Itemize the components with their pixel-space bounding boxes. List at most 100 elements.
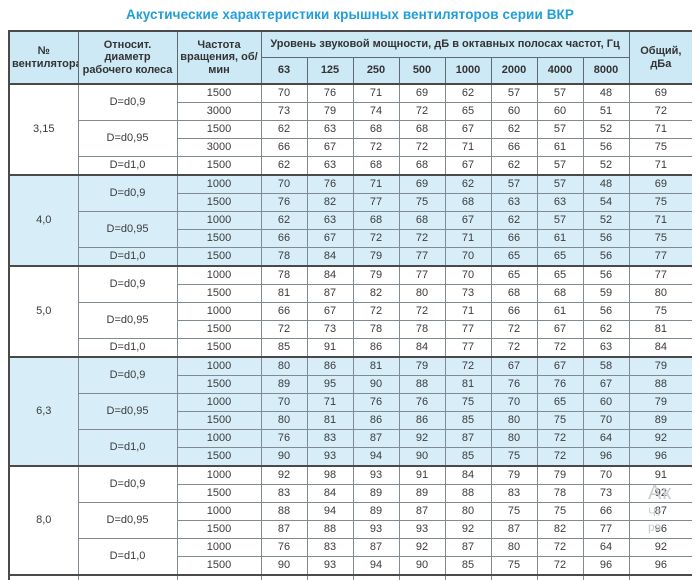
level-cell-4000: 57 (536, 156, 584, 176)
level-cell-1000: 70 (444, 247, 492, 267)
header-frequency-1000: 1000 (444, 57, 492, 85)
level-cell-500: 78 (398, 320, 446, 339)
level-cell-125: 67 (306, 302, 354, 321)
table-row: 1500 81 87 82 80 73 68 68 59 80 (9, 284, 692, 303)
level-cell-4000: 65 (536, 265, 584, 285)
total-cell: 69 (628, 83, 692, 103)
fan-number-cell: 5,0 (8, 265, 79, 358)
level-cell-500: 87 (398, 502, 446, 521)
level-cell-8000: 56 (582, 302, 630, 321)
level-cell-4000: 67 (536, 356, 584, 376)
header-frequency-63: 63 (260, 57, 308, 85)
level-cell-500: 92 (398, 429, 446, 448)
level-cell-8000: 51 (582, 102, 630, 121)
cropped-cell (352, 574, 400, 580)
level-cell-63: 78 (260, 265, 308, 285)
rpm-cell: 1500 (176, 284, 262, 303)
level-cell-500: 72 (398, 138, 446, 157)
level-cell-1000: 65 (444, 102, 492, 121)
level-cell-63: 62 (260, 120, 308, 139)
level-cell-2000: 83 (490, 484, 538, 503)
level-cell-63: 76 (260, 538, 308, 557)
total-cell: 77 (628, 247, 692, 267)
level-cell-2000: 80 (490, 538, 538, 557)
level-cell-125: 88 (306, 520, 354, 539)
level-cell-4000: 76 (536, 375, 584, 394)
header-frequency-250: 250 (352, 57, 400, 85)
level-cell-125: 71 (306, 393, 354, 412)
level-cell-125: 73 (306, 320, 354, 339)
level-cell-8000: 62 (582, 320, 630, 339)
level-cell-2000: 63 (490, 193, 538, 212)
level-cell-4000: 67 (536, 320, 584, 339)
level-cell-63: 90 (260, 447, 308, 467)
level-cell-63: 92 (260, 465, 308, 485)
table-row: 4,0 D=d0,9 1000 70 76 71 69 62 57 57 48 69 (8, 174, 692, 267)
level-cell-500: 69 (398, 174, 446, 194)
rpm-cell: 1000 (176, 265, 262, 285)
total-cell: 80 (628, 284, 692, 303)
level-cell-4000: 61 (536, 138, 584, 157)
level-cell-1000: 67 (444, 156, 492, 176)
level-cell-1000: 71 (444, 302, 492, 321)
rpm-cell: 1500 (176, 484, 262, 503)
level-cell-4000: 60 (536, 102, 584, 121)
level-cell-250: 94 (352, 556, 400, 576)
table-row: D=d0,95 1500 62 63 68 68 67 62 57 52 71 (9, 120, 692, 157)
page-title: Акустические характеристики крышных вент… (125, 7, 574, 22)
diameter-cell: D=d0,95 (77, 302, 178, 339)
level-cell-2000: 62 (490, 211, 538, 230)
level-cell-2000: 79 (490, 465, 538, 485)
diameter-cell: D=d0,9 (77, 465, 178, 503)
total-cell: 88 (628, 375, 692, 394)
total-cell: 75 (628, 229, 692, 248)
level-cell-250: 82 (352, 284, 400, 303)
level-cell-250: 76 (352, 393, 400, 412)
level-cell-4000: 61 (536, 302, 584, 321)
level-cell-8000: 77 (582, 520, 630, 539)
level-cell-4000: 65 (536, 393, 584, 412)
table-row: D=d0,95 1000 62 63 68 68 67 62 57 52 71 (9, 211, 692, 248)
level-cell-125: 98 (306, 465, 354, 485)
level-cell-250: 74 (352, 102, 400, 121)
level-cell-1000: 85 (444, 411, 492, 430)
level-cell-1000: 88 (444, 484, 492, 503)
level-cell-125: 87 (306, 284, 354, 303)
rpm-cell: 1500 (176, 247, 262, 267)
acoustic-characteristics-table: № вентилятора Относит. диаметр рабочего … (8, 30, 692, 580)
level-cell-250: 72 (352, 302, 400, 321)
rpm-cell: 1000 (176, 211, 262, 230)
level-cell-4000: 72 (536, 538, 584, 557)
diameter-cell: D=d1,0 (77, 338, 178, 358)
cropped-cell (306, 574, 354, 580)
rpm-cell: 1500 (176, 193, 262, 212)
cropped-cell (398, 574, 446, 580)
level-cell-1000: 85 (444, 556, 492, 576)
level-cell-4000: 72 (536, 338, 584, 358)
level-cell-1000: 73 (444, 284, 492, 303)
level-cell-8000: 63 (582, 338, 630, 358)
total-cell: 89 (628, 411, 692, 430)
level-cell-8000: 60 (582, 393, 630, 412)
level-cell-2000: 75 (490, 502, 538, 521)
level-cell-4000: 68 (536, 284, 584, 303)
level-cell-500: 91 (398, 465, 446, 485)
level-cell-63: 81 (260, 284, 308, 303)
header-frequency-8000: 8000 (582, 57, 630, 85)
level-cell-500: 89 (398, 484, 446, 503)
level-cell-500: 84 (398, 338, 446, 358)
total-cell: 96 (628, 556, 692, 576)
cropped-cell (260, 574, 308, 580)
level-cell-8000: 64 (582, 538, 630, 557)
cropped-cell (8, 574, 79, 580)
table-row: D=d0,95 1000 88 94 89 87 80 75 75 66 87 (9, 502, 692, 539)
level-cell-125: 82 (306, 193, 354, 212)
level-cell-63: 70 (260, 174, 308, 194)
fan-number-cell: 4,0 (8, 174, 79, 267)
level-cell-1000: 81 (444, 375, 492, 394)
rpm-cell: 1500 (176, 83, 262, 103)
cropped-cell (628, 574, 692, 580)
level-cell-2000: 57 (490, 174, 538, 194)
table-row: D=d1,0 1500 62 63 68 68 67 62 57 52 71 (9, 156, 692, 176)
level-cell-250: 87 (352, 429, 400, 448)
